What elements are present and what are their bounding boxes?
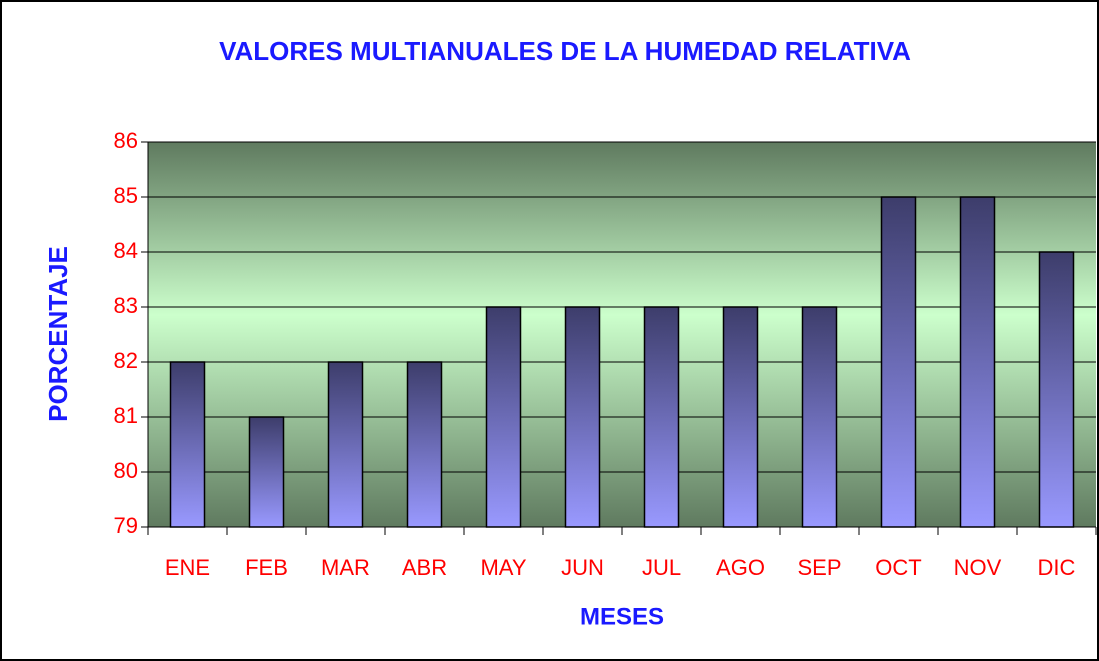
y-tick-label: 80 (114, 458, 138, 483)
y-tick-label: 85 (114, 183, 138, 208)
x-tick-label: SEP (797, 555, 841, 580)
y-tick-label: 81 (114, 403, 138, 428)
x-tick-label: AGO (716, 555, 765, 580)
x-tick-label: DIC (1038, 555, 1076, 580)
y-tick-label: 79 (114, 513, 138, 538)
x-tick-label: MAY (480, 555, 526, 580)
bar (880, 196, 917, 528)
y-axis-label: PORCENTAJE (43, 246, 73, 422)
bar (1038, 251, 1075, 528)
x-tick-label: FEB (245, 555, 288, 580)
bar (564, 306, 601, 528)
x-axis-label: MESES (580, 603, 664, 630)
bar (959, 196, 996, 528)
x-tick-label: JUL (642, 555, 681, 580)
x-tick-label: OCT (875, 555, 921, 580)
x-tick-label: JUN (561, 555, 604, 580)
x-tick-label: NOV (954, 555, 1002, 580)
bar (327, 361, 364, 528)
y-tick-label: 84 (114, 238, 138, 263)
bar (801, 306, 838, 528)
x-tick-label: MAR (321, 555, 370, 580)
plot-area (148, 142, 1096, 527)
bar (248, 416, 285, 528)
chart-title: VALORES MULTIANUALES DE LA HUMEDAD RELAT… (219, 36, 911, 66)
bar (643, 306, 680, 528)
y-tick-label: 82 (114, 348, 138, 373)
bar (169, 361, 206, 528)
y-tick-label: 86 (114, 128, 138, 153)
bar (485, 306, 522, 528)
bar (722, 306, 759, 528)
x-tick-label: ENE (165, 555, 210, 580)
x-tick-label: ABR (402, 555, 447, 580)
y-tick-label: 83 (114, 293, 138, 318)
bar (406, 361, 443, 528)
